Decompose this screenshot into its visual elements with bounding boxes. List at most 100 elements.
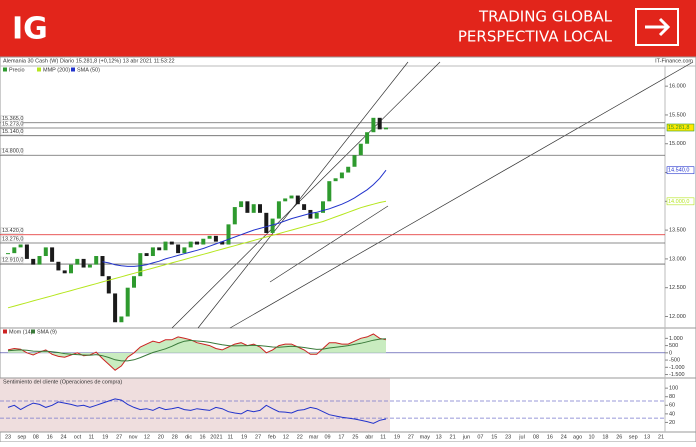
candle — [6, 253, 10, 255]
candle — [384, 127, 388, 130]
x-tick-label: oct — [74, 434, 82, 440]
sentiment-bg — [0, 378, 390, 432]
arrow-box[interactable] — [635, 8, 679, 46]
level-label-bg — [0, 120, 24, 128]
candle — [321, 201, 325, 213]
legend-swatch — [31, 329, 35, 334]
candle — [75, 258, 80, 265]
x-tick-label: 11 — [89, 434, 95, 440]
candle — [264, 212, 269, 233]
candle — [226, 224, 231, 245]
candle — [314, 212, 319, 219]
trend-line — [197, 61, 409, 329]
candle — [94, 256, 99, 265]
x-tick-label: 27 — [255, 434, 261, 440]
candle — [113, 293, 118, 323]
candle — [195, 241, 199, 245]
trend-line — [269, 205, 389, 283]
last-label: 14.000,0 — [668, 199, 689, 205]
x-tick-label: feb — [268, 434, 276, 440]
x-tick-label: ago — [573, 434, 582, 440]
candle — [31, 258, 36, 265]
x-tick-label: 16 — [547, 434, 553, 440]
candle — [62, 270, 67, 274]
legend-swatch — [3, 329, 7, 334]
candle — [232, 207, 237, 225]
x-tick-label: 24 — [561, 434, 567, 440]
x-tick-label: 23 — [5, 434, 11, 440]
x-tick-label: 16 — [47, 434, 53, 440]
level-label: 15.365,0 — [2, 116, 23, 122]
y-tick-label: 13.000 — [669, 256, 686, 262]
ma-line — [7, 200, 387, 309]
candle — [132, 276, 136, 288]
legend-label: SMA (9) — [37, 329, 57, 335]
candle — [276, 201, 281, 219]
legend-swatch — [3, 67, 7, 72]
chart-title: Alemania 30 Cash (W) Diario 15.281,8 (+0… — [3, 58, 175, 64]
x-tick-label: 15 — [491, 434, 497, 440]
last-label: 14.540,0 — [668, 168, 689, 174]
x-tick-label: 28 — [172, 434, 178, 440]
y-tick-label: 13.500 — [669, 228, 686, 234]
y-tick-label: 60 — [669, 403, 675, 409]
level-label-bg — [0, 148, 24, 155]
candle — [50, 247, 55, 262]
x-tick-label: 23 — [505, 434, 511, 440]
x-tick-label: 13 — [644, 434, 650, 440]
candle — [339, 172, 344, 179]
trend-lines — [171, 61, 694, 329]
header-title: TRADING GLOBAL — [478, 8, 613, 26]
x-tick-label: 22 — [297, 434, 303, 440]
y-tick-label: 1.000 — [669, 336, 683, 342]
legend-label: Mom (14) — [9, 329, 33, 335]
level-label: 13.276,0 — [2, 236, 23, 242]
y-tick-label: 40 — [669, 411, 675, 417]
momentum-line — [7, 333, 387, 371]
x-tick-label: 25 — [352, 434, 358, 440]
x-tick-label: 19 — [394, 434, 400, 440]
candle — [327, 181, 332, 202]
x-tick-label: 07 — [477, 434, 483, 440]
momentum-line — [7, 338, 387, 362]
trend-line — [171, 61, 441, 329]
momentum-area — [8, 334, 386, 371]
y-tick-label: 12.500 — [669, 285, 686, 291]
x-tick-label: 19 — [241, 434, 247, 440]
candle — [213, 235, 218, 242]
x-tick-label: 10 — [588, 434, 594, 440]
x-tick-label: 11 — [227, 434, 233, 440]
candle — [87, 264, 92, 268]
candle — [283, 198, 288, 202]
level-label: 15.273,0 — [2, 121, 23, 127]
candle — [24, 244, 29, 259]
y-tick-label: 0 — [669, 350, 672, 356]
level-label-bg — [0, 128, 24, 135]
candle — [251, 204, 256, 213]
candle — [239, 201, 244, 208]
x-tick-label: sep — [17, 434, 26, 440]
x-tick-label: 18 — [602, 434, 608, 440]
candle — [365, 132, 370, 144]
candle — [295, 195, 300, 205]
candle — [119, 316, 124, 323]
x-tick-label: jun — [462, 434, 470, 440]
x-tick-label: abr — [365, 434, 373, 440]
candle — [220, 241, 225, 245]
y-tick-label: 15.500 — [669, 112, 686, 118]
logo: IG — [12, 12, 48, 47]
y-tick-label: 12.000 — [669, 314, 686, 320]
x-tick-label: 12 — [144, 434, 150, 440]
legend-swatch — [37, 67, 41, 72]
x-tick-label: 19 — [102, 434, 108, 440]
candle — [69, 264, 73, 274]
x-tick-label: 27 — [116, 434, 122, 440]
x-tick-label: 24 — [61, 434, 67, 440]
trend-line — [229, 61, 694, 329]
candle — [308, 209, 313, 219]
arrow-icon — [645, 17, 671, 37]
candle — [289, 195, 294, 199]
x-tick-label: mar — [309, 434, 319, 440]
legend-label: SMA (50) — [77, 67, 100, 73]
